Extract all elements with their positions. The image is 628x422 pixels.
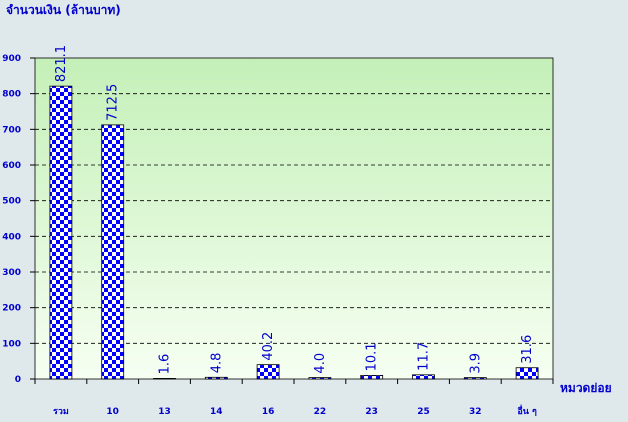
data-label: 4.0	[313, 353, 328, 374]
y-tick-label: 200	[2, 304, 21, 314]
y-tick-label: 300	[2, 268, 21, 278]
x-tick-label: 32	[469, 407, 482, 417]
bar	[101, 124, 125, 380]
bar	[515, 367, 539, 380]
bar	[412, 374, 435, 380]
data-label: 4.8	[209, 353, 224, 374]
data-label: 11.7	[417, 342, 432, 371]
x-axis-title: หมวดย่อย	[560, 381, 612, 395]
y-tick-label: 100	[2, 339, 21, 349]
bar	[256, 364, 280, 380]
bar	[204, 376, 228, 380]
x-tick-label: 25	[417, 407, 430, 417]
bar	[49, 85, 73, 380]
data-label: 821.1	[54, 45, 69, 82]
x-tick-label: 10	[106, 407, 119, 417]
y-tick-label: 600	[2, 161, 21, 171]
bar	[153, 378, 176, 380]
data-label: 712.5	[106, 84, 121, 121]
y-tick-label: 700	[2, 125, 21, 135]
x-tick-label: อื่น ๆ	[517, 404, 537, 417]
bar	[360, 374, 384, 380]
y-tick-label: 500	[2, 197, 21, 207]
x-tick-label: 13	[158, 407, 171, 417]
y-tick-label: 0	[15, 375, 21, 385]
data-label: 10.1	[365, 342, 380, 371]
data-label: 1.6	[158, 354, 173, 375]
x-tick-label: 23	[365, 407, 378, 417]
data-label: 31.6	[520, 335, 535, 364]
data-label: 40.2	[261, 332, 276, 361]
x-tick-label: 14	[210, 407, 223, 417]
bar	[308, 377, 332, 380]
y-tick-label: 400	[2, 232, 21, 242]
bar	[463, 377, 487, 380]
x-tick-label: 22	[314, 407, 327, 417]
x-tick-label: 16	[262, 407, 275, 417]
y-axis-title: จำนวนเงิน (ล้านบาท)	[6, 3, 121, 17]
data-label: 3.9	[468, 353, 483, 374]
y-tick-label: 800	[2, 90, 21, 100]
y-tick-label: 900	[2, 54, 21, 64]
x-tick-label: รวม	[53, 407, 69, 417]
